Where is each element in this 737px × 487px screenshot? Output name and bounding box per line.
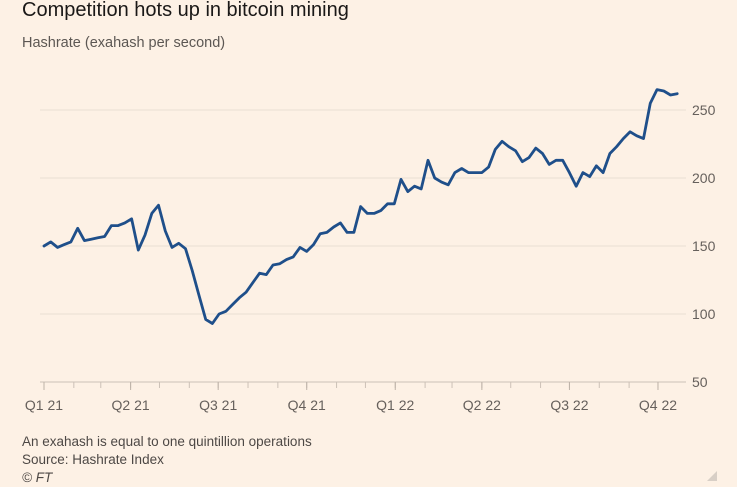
chart-subtitle: Hashrate (exahash per second) [22,35,226,51]
x-tick-label: Q1 22 [376,397,414,413]
gridlines [40,109,686,315]
y-tick-label: 150 [692,238,716,254]
y-axis: 50 100 150 200 250 [692,102,716,390]
x-tick-label: Q4 21 [288,397,326,413]
source: Source: Hashrate Index [22,452,164,467]
chart-title: Competition hots up in bitcoin mining [22,0,349,21]
x-tick-label: Q1 21 [25,397,63,413]
x-tick-label: Q2 22 [463,397,501,413]
x-axis: Q1 21 Q2 21 Q3 21 Q4 21 Q1 22 Q2 22 Q3 22 Q4 22 [25,381,686,413]
x-tick-label: Q3 22 [550,397,588,413]
footnote: An exahash is equal to one quintillion o… [22,434,312,449]
y-tick-label: 50 [692,374,708,390]
hashrate-line [42,88,679,325]
x-tick-label: Q2 21 [112,397,150,413]
x-tick-label: Q4 22 [639,397,677,413]
x-tick-label: Q3 21 [199,397,237,413]
series [42,88,679,325]
resize-handle-icon [707,471,717,481]
credit: © FT [22,470,53,485]
y-tick-label: 250 [692,102,716,118]
y-tick-label: 100 [692,306,716,322]
y-tick-label: 200 [692,170,716,186]
